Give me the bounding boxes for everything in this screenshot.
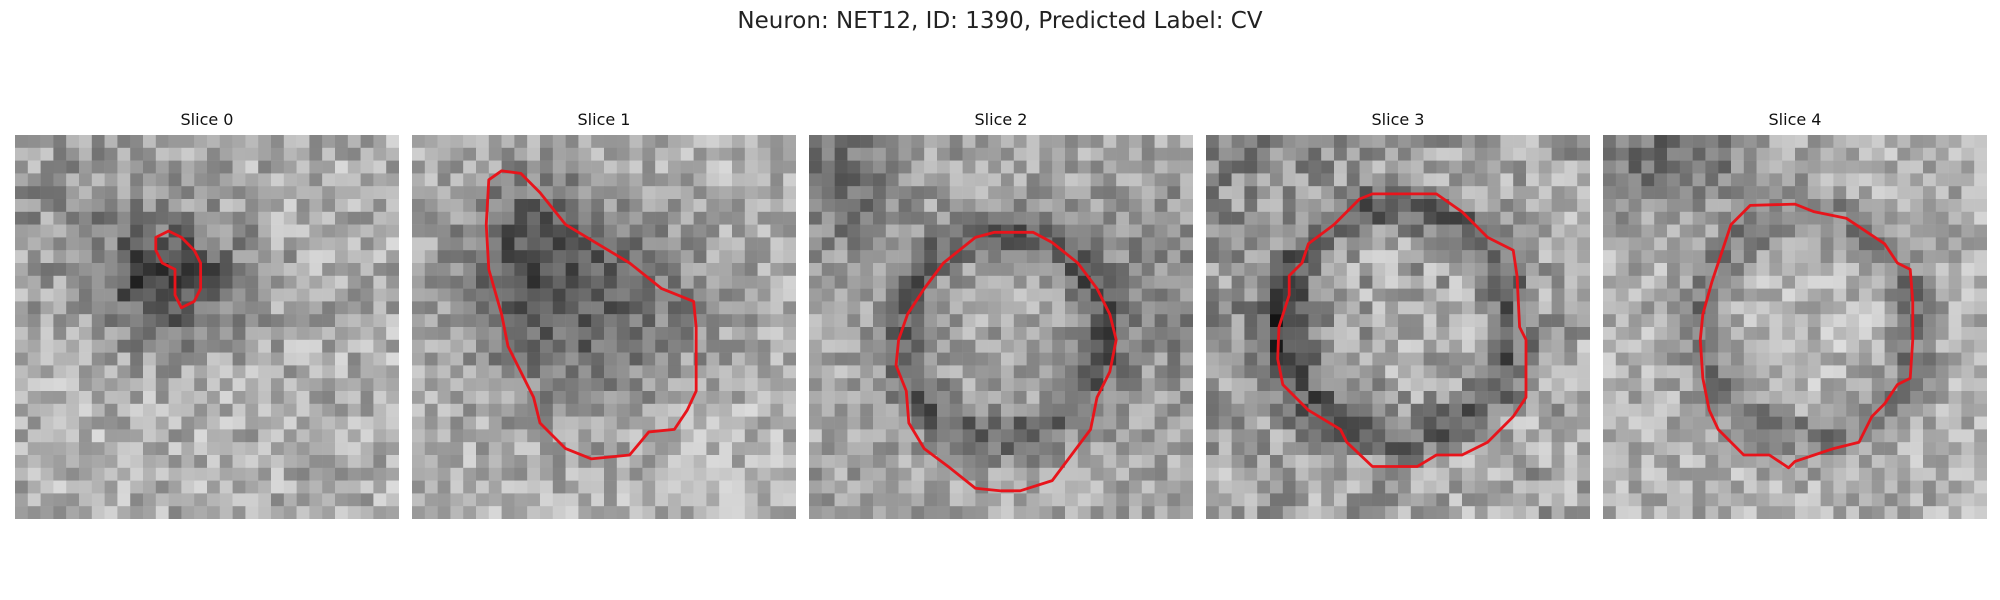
- slice-title-3: Slice 3: [1371, 110, 1425, 129]
- slice-panel-4: Slice 4: [1603, 108, 1987, 519]
- slice-panel-1: Slice 1: [412, 108, 796, 519]
- figure-title: Neuron: NET12, ID: 1390, Predicted Label…: [737, 8, 1263, 34]
- segmentation-contour: [1698, 202, 1915, 470]
- slice-title-4: Slice 4: [1768, 110, 1822, 129]
- slice-image-3: [1206, 135, 1590, 519]
- slice-title-2: Slice 2: [974, 110, 1028, 129]
- segmentation-contour: [1276, 192, 1528, 468]
- slice-image-0: [15, 135, 399, 519]
- slice-title-0: Slice 0: [180, 110, 234, 129]
- segmentation-contour: [154, 229, 203, 310]
- segmentation-contour: [484, 169, 698, 461]
- slice-panel-2: Slice 2: [809, 108, 1193, 519]
- slice-image-4: [1603, 135, 1987, 519]
- slice-panel-0: Slice 0: [15, 108, 399, 519]
- slice-panel-3: Slice 3: [1206, 108, 1590, 519]
- segmentation-contour: [894, 230, 1118, 493]
- slice-image-1: [412, 135, 796, 519]
- slice-image-2: [809, 135, 1193, 519]
- slice-title-1: Slice 1: [577, 110, 631, 129]
